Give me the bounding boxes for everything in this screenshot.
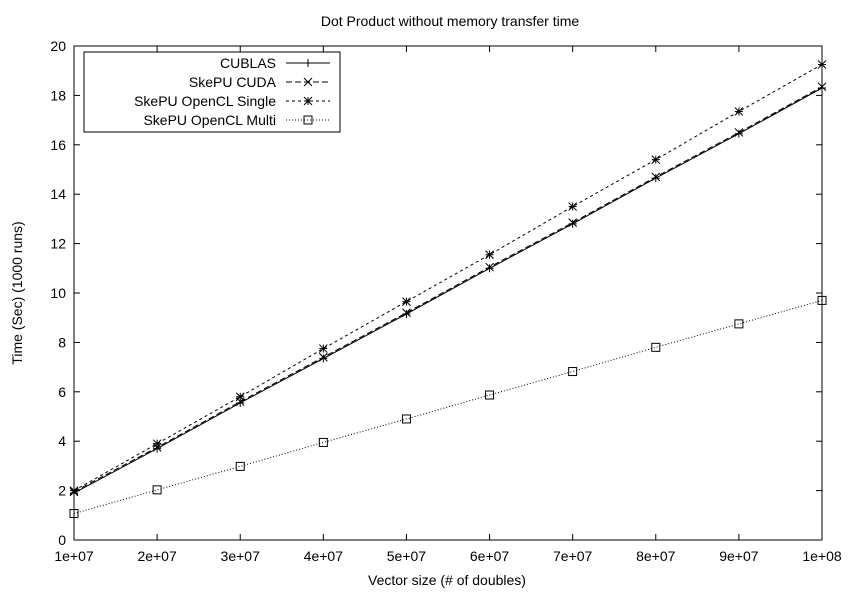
y-tick-label: 0 xyxy=(58,532,66,548)
data-point-plus xyxy=(304,59,312,67)
data-point-star xyxy=(152,439,162,449)
x-tick-label: 2e+07 xyxy=(137,548,177,564)
x-tick-label: 5e+07 xyxy=(387,548,427,564)
y-tick-label: 18 xyxy=(50,87,66,103)
legend-box xyxy=(83,51,341,133)
x-axis-title: Vector size (# of doubles) xyxy=(368,572,526,588)
data-point-square xyxy=(485,390,495,400)
data-point-square xyxy=(318,437,328,447)
y-tick-label: 4 xyxy=(58,433,66,449)
data-point-cross xyxy=(303,77,313,87)
x-axis: 1e+07 2e+07 3e+07 4e+07 5e+07 6e+07 7e+07 8e+07… xyxy=(54,46,842,564)
data-point-square xyxy=(303,115,313,125)
x-tick-label: 4e+07 xyxy=(304,548,344,564)
x-tick-label: 7e+07 xyxy=(553,548,593,564)
legend-label: SkePU OpenCL Single xyxy=(134,93,276,109)
x-tick-label: 6e+07 xyxy=(470,548,510,564)
legend: CUBLAS SkePU CUDA SkePU OpenCL Single SkePU… xyxy=(83,51,341,133)
y-tick-label: 6 xyxy=(58,384,66,400)
y-tick-label: 12 xyxy=(50,236,66,252)
data-point-star xyxy=(817,60,827,69)
data-point-square xyxy=(69,509,79,519)
data-point-cross xyxy=(318,352,328,362)
y-tick-label: 20 xyxy=(50,38,66,54)
data-point-square xyxy=(152,485,162,495)
y-tick-label: 16 xyxy=(50,137,66,153)
data-point-star xyxy=(235,392,245,402)
data-point-square xyxy=(401,414,411,424)
data-point-star xyxy=(568,202,578,211)
series-line xyxy=(73,87,823,494)
series-line xyxy=(73,299,823,515)
data-point-star xyxy=(318,344,328,353)
data-point-square xyxy=(734,319,744,329)
data-point-star xyxy=(69,486,79,495)
data-point-star xyxy=(303,96,313,106)
x-tick-label: 9e+07 xyxy=(719,548,759,564)
y-tick-label: 2 xyxy=(58,483,66,499)
legend-label: CUBLAS xyxy=(220,55,276,71)
data-point-square xyxy=(817,295,827,305)
x-tick-label: 3e+07 xyxy=(221,548,261,564)
data-point-cross xyxy=(485,262,494,272)
legend-label: SkePU CUDA xyxy=(189,74,277,90)
x-tick-label: 1e+08 xyxy=(802,548,842,564)
x-tick-label: 8e+07 xyxy=(636,548,676,564)
series-skepu-cuda xyxy=(69,82,827,497)
data-point-square xyxy=(651,342,661,352)
series-skepu-opencl-single xyxy=(69,60,827,495)
data-point-cross xyxy=(817,82,827,92)
data-point-square xyxy=(568,367,578,377)
data-point-cross xyxy=(734,128,744,137)
series-skepu-opencl-multi xyxy=(69,295,827,519)
data-point-cross xyxy=(568,218,578,227)
y-tick-label: 14 xyxy=(50,186,66,202)
x-tick-label: 1e+07 xyxy=(54,548,94,564)
data-point-square xyxy=(235,461,245,471)
chart-title: Dot Product without memory transfer time xyxy=(321,13,580,29)
data-point-cross xyxy=(402,308,411,318)
y-tick-label: 10 xyxy=(50,285,66,301)
series-line xyxy=(73,86,823,493)
legend-label: SkePU OpenCL Multi xyxy=(143,112,276,128)
data-point-star xyxy=(402,297,411,306)
data-point-star xyxy=(485,250,494,260)
y-tick-label: 8 xyxy=(58,334,66,350)
data-point-star xyxy=(734,107,744,116)
y-axis-title: Time (Sec) (1000 runs) xyxy=(9,221,25,364)
data-point-cross xyxy=(651,172,661,182)
y-axis: 0 2 4 6 8 10 12 14 16 18 20 xyxy=(50,38,822,548)
series-lines xyxy=(69,60,827,519)
data-point-star xyxy=(651,155,661,164)
series-cublas xyxy=(70,83,826,498)
